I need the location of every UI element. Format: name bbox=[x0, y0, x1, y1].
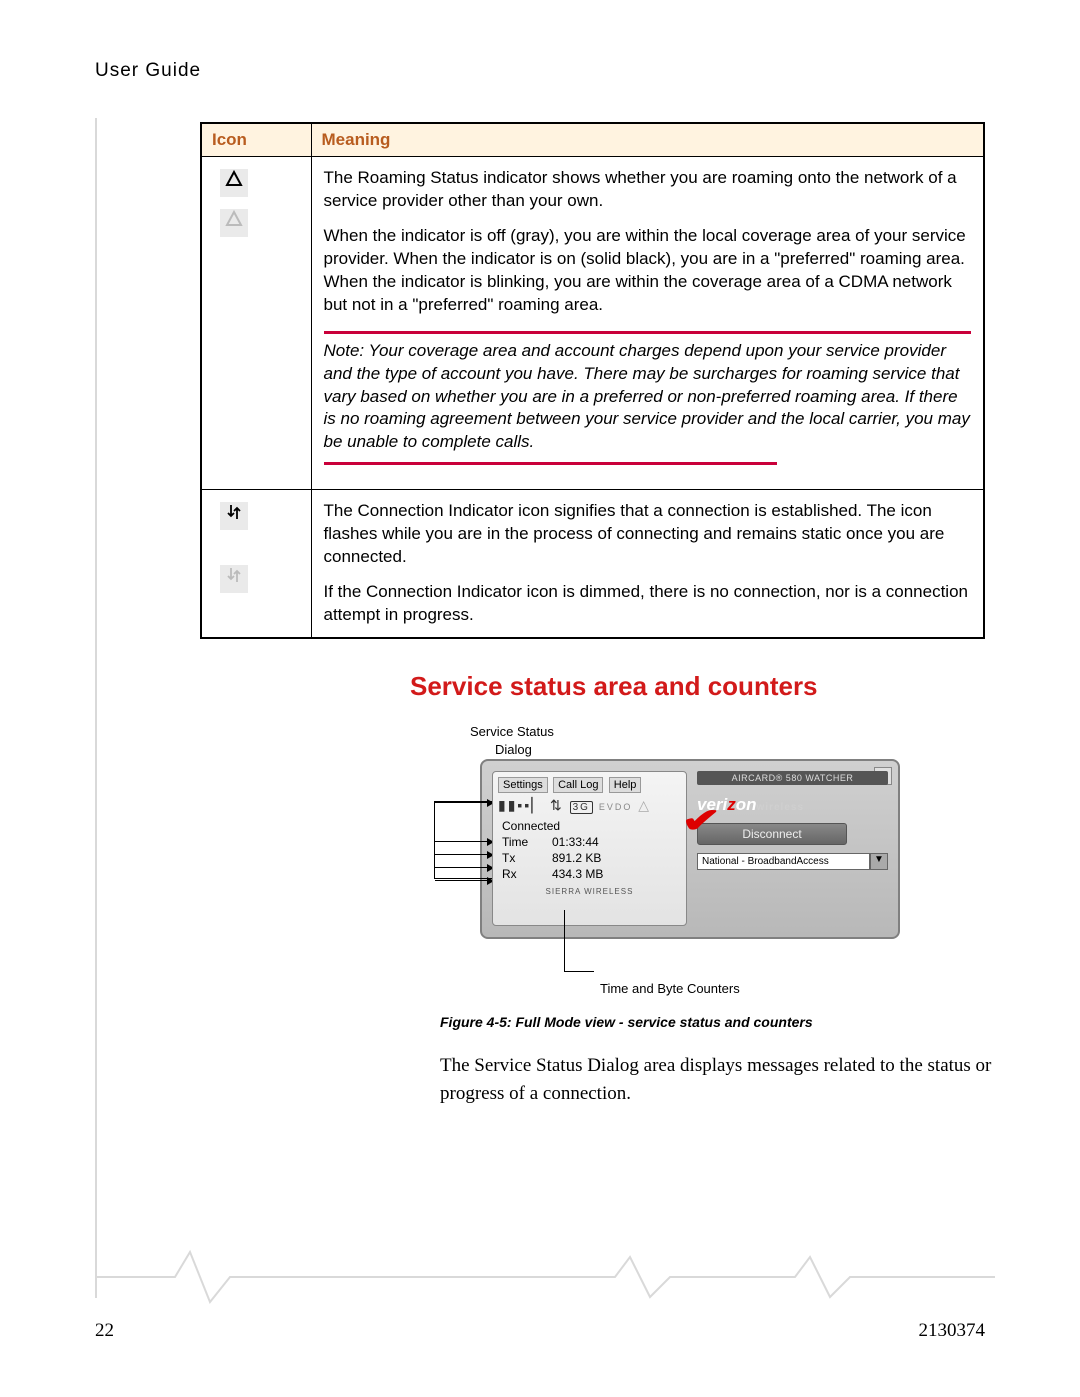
calllog-button[interactable]: Call Log bbox=[553, 777, 603, 793]
roaming-on-icon bbox=[220, 169, 248, 197]
callout-top-2: Dialog bbox=[495, 742, 910, 758]
body-paragraph: The Service Status Dialog area displays … bbox=[440, 1052, 1000, 1107]
row2-p2: If the Connection Indicator icon is dimm… bbox=[324, 581, 972, 627]
time-val: 01:33:44 bbox=[552, 835, 599, 849]
rx-val: 434.3 MB bbox=[552, 867, 603, 881]
section-heading: Service status area and counters bbox=[410, 671, 985, 702]
rx-lab: Rx bbox=[502, 867, 552, 881]
verizon-check-icon: ✔ bbox=[681, 801, 721, 841]
icon-meaning-table: Icon Meaning The Roaming Status indicato… bbox=[200, 122, 985, 639]
page-number: 22 bbox=[95, 1320, 114, 1342]
combo-arrow-icon[interactable]: ▼ bbox=[870, 853, 888, 870]
settings-button[interactable]: Settings bbox=[498, 777, 548, 793]
note-rule-top bbox=[324, 331, 972, 334]
figure-caption: Figure 4-5: Full Mode view - service sta… bbox=[440, 1014, 985, 1030]
note-rule-bottom bbox=[324, 462, 777, 465]
row1-p1: The Roaming Status indicator shows wheth… bbox=[324, 167, 972, 213]
evdo-label: EVDO bbox=[599, 802, 633, 812]
status-icons-row: ▮▮▪▪▏ ⇅ 3G EVDO △ bbox=[498, 797, 681, 817]
tx-lab: Tx bbox=[502, 851, 552, 865]
callout-bottom: Time and Byte Counters bbox=[600, 981, 910, 996]
row2-p1: The Connection Indicator icon signifies … bbox=[324, 500, 972, 569]
connection-off-icon bbox=[220, 565, 248, 593]
roaming-off-icon bbox=[220, 209, 248, 237]
status-panel: Settings Call Log Help ▮▮▪▪▏ ⇅ 3G EVDO △… bbox=[492, 771, 687, 926]
help-button[interactable]: Help bbox=[609, 777, 642, 793]
th-meaning: Meaning bbox=[311, 123, 984, 157]
margin-rule bbox=[95, 118, 97, 1298]
signal-icon: ▮▮▪▪▏ bbox=[498, 797, 544, 813]
doc-number: 2130374 bbox=[919, 1320, 986, 1342]
callout-bracket bbox=[434, 801, 496, 879]
watcher-window: × Settings Call Log Help bbox=[480, 759, 900, 939]
tx-val: 891.2 KB bbox=[552, 851, 601, 865]
brand-panel: AIRCARD® 580 WATCHER ✔ verizonwireless D… bbox=[697, 771, 888, 922]
callout-bottom-line bbox=[564, 910, 565, 972]
row1-note: Note: Your coverage area and account cha… bbox=[324, 340, 972, 455]
row1-p2: When the indicator is off (gray), you ar… bbox=[324, 225, 972, 317]
heartbeat-decoration bbox=[95, 1247, 995, 1307]
network-combo[interactable]: National - BroadbandAccess bbox=[697, 853, 870, 870]
verizon-logo: verizonwireless bbox=[697, 795, 888, 815]
verizon-wl: wireless bbox=[757, 802, 804, 813]
verizon-post: on bbox=[736, 795, 757, 814]
verizon-z: z bbox=[727, 795, 736, 814]
connected-label: Connected bbox=[502, 819, 681, 833]
aircard-label: AIRCARD® 580 WATCHER bbox=[697, 771, 888, 785]
roam-small-icon: △ bbox=[638, 797, 651, 813]
callout-top-1: Service Status bbox=[470, 724, 910, 740]
doc-header: User Guide bbox=[95, 60, 985, 82]
sierra-brand: SIERRA WIRELESS bbox=[498, 887, 681, 896]
conn-small-icon: ⇅ bbox=[550, 797, 564, 813]
th-icon: Icon bbox=[201, 123, 311, 157]
connection-on-icon bbox=[220, 502, 248, 530]
3g-icon: 3G bbox=[570, 801, 593, 814]
time-lab: Time bbox=[502, 835, 552, 849]
